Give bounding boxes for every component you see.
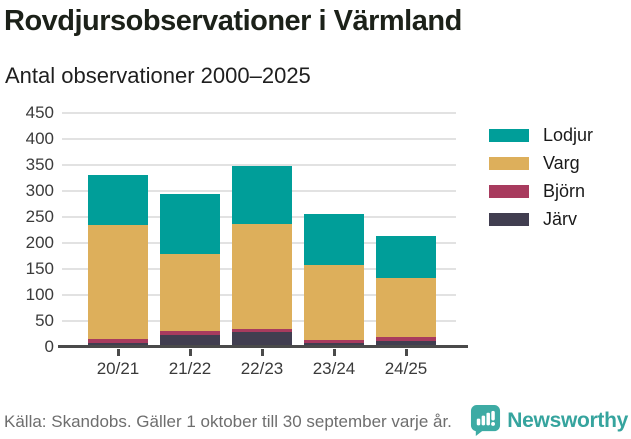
- y-tick-label: 250: [25, 207, 54, 226]
- legend-label: Lodjur: [543, 125, 594, 145]
- legend-swatch: [489, 157, 529, 170]
- y-tick-label: 200: [25, 233, 54, 252]
- y-tick-label: 0: [44, 337, 54, 356]
- y-tick-label: 50: [35, 311, 54, 330]
- bar-segment-björn: [232, 329, 292, 333]
- x-tick-label: 21/22: [168, 359, 212, 378]
- x-tick-label: 20/21: [96, 359, 140, 378]
- brand-name: Newsworthy: [507, 408, 628, 432]
- legend-item: Lodjur: [489, 125, 593, 145]
- x-tick: [333, 349, 336, 356]
- bar-segment-lodjur: [160, 193, 220, 255]
- bar-segment-lodjur: [376, 236, 436, 278]
- bar-segment-varg: [160, 254, 220, 332]
- y-tick-label: 300: [25, 181, 54, 200]
- legend-item: Björn: [489, 181, 593, 201]
- brand-logo: Newsworthy: [470, 404, 628, 437]
- x-axis-line: [58, 345, 468, 348]
- legend-label: Järv: [543, 209, 578, 229]
- bar-segment-varg: [88, 224, 148, 340]
- legend-item: Järv: [489, 209, 593, 229]
- legend-swatch: [489, 185, 529, 198]
- y-tick-label: 350: [25, 155, 54, 174]
- bar-segment-lodjur: [232, 165, 292, 224]
- legend-swatch: [489, 213, 529, 226]
- x-tick: [117, 349, 120, 356]
- y-tick-label: 100: [25, 285, 54, 304]
- legend-swatch: [489, 129, 529, 142]
- grid-line: [62, 112, 456, 114]
- y-tick-label: 450: [25, 103, 54, 122]
- newsworthy-icon: [471, 405, 501, 436]
- x-tick: [261, 349, 264, 356]
- bar-segment-varg: [304, 265, 364, 341]
- x-tick: [189, 349, 192, 356]
- source-note: Källa: Skandobs. Gäller 1 oktober till 3…: [4, 412, 452, 431]
- bar-segment-järv: [160, 335, 220, 347]
- x-tick: [405, 349, 408, 356]
- y-tick-label: 150: [25, 259, 54, 278]
- bar-segment-järv: [232, 332, 292, 347]
- legend: Lodjur Varg Björn Järv: [489, 125, 593, 241]
- bar-segment-björn: [160, 331, 220, 336]
- legend-label: Varg: [543, 153, 580, 173]
- x-tick-label: 24/25: [384, 359, 428, 378]
- bar-segment-björn: [304, 340, 364, 344]
- bar-segment-varg: [232, 223, 292, 330]
- x-tick-label: 23/24: [312, 359, 356, 378]
- bar-segment-björn: [376, 337, 436, 341]
- legend-label: Björn: [543, 181, 586, 201]
- bar-segment-björn: [88, 339, 148, 344]
- grid-line: [62, 164, 456, 166]
- page-title: Rovdjursobservationer i Värmland: [4, 5, 462, 37]
- bar-segment-järv: [376, 340, 436, 347]
- bar-segment-lodjur: [304, 214, 364, 266]
- y-tick-label: 400: [25, 129, 54, 148]
- chart-subtitle: Antal observationer 2000–2025: [5, 63, 311, 88]
- grid-line: [62, 138, 456, 140]
- bar-segment-lodjur: [88, 175, 148, 225]
- legend-item: Varg: [489, 153, 593, 173]
- bar-segment-varg: [376, 277, 436, 338]
- x-tick-label: 22/23: [240, 359, 284, 378]
